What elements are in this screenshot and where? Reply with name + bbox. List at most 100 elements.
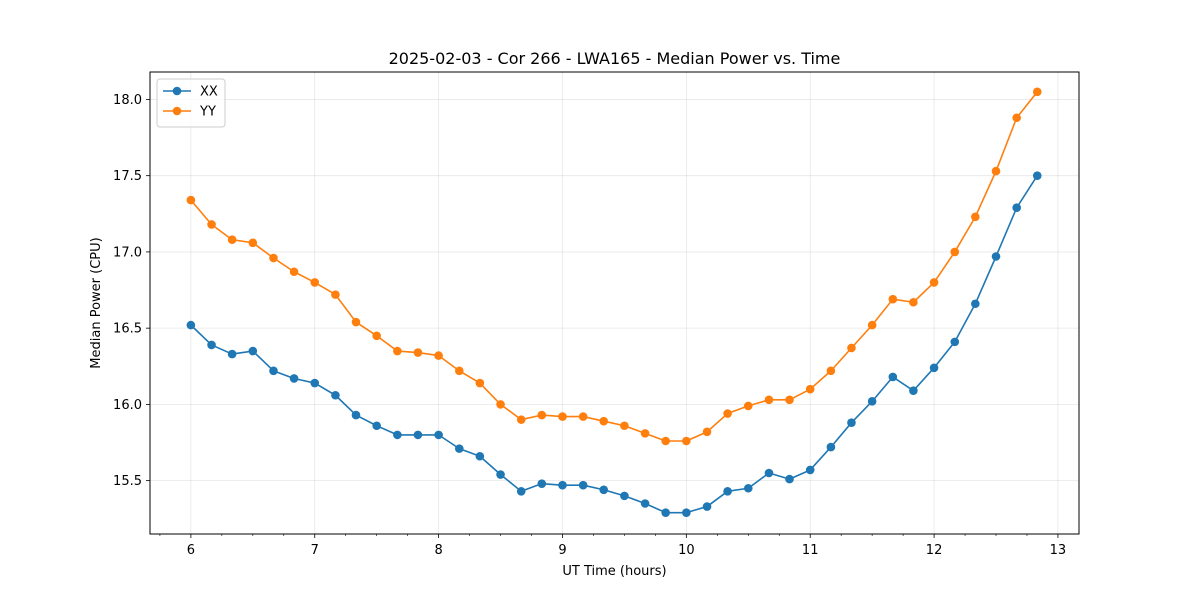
data-point-xx (743, 483, 753, 493)
data-point-yy (496, 400, 505, 409)
data-point-xx (413, 430, 423, 440)
legend-marker-yy (172, 106, 182, 116)
data-point-yy (991, 166, 1001, 176)
y-tick-label: 16.0 (113, 398, 142, 413)
data-point-yy (785, 395, 794, 405)
data-point-xx (516, 487, 526, 496)
data-point-yy (723, 409, 732, 418)
data-point-xx (248, 346, 258, 356)
data-point-yy (764, 395, 774, 405)
x-axis-label: UT Time (hours) (562, 564, 666, 579)
x-tick-label: 7 (311, 543, 319, 558)
data-point-yy (537, 410, 547, 420)
data-point-xx (826, 442, 836, 452)
data-point-xx (351, 410, 361, 420)
data-point-xx (723, 487, 732, 496)
data-point-xx (661, 508, 670, 517)
data-point-xx (475, 451, 485, 461)
y-axis-label: Median Power (CPU) (89, 237, 104, 368)
y-tick-label: 15.5 (113, 474, 142, 489)
data-point-xx (434, 430, 443, 440)
x-tick-label: 10 (678, 543, 695, 558)
data-point-xx (640, 499, 650, 508)
data-point-xx (393, 430, 402, 440)
data-point-yy (620, 421, 629, 431)
data-point-yy (289, 267, 299, 277)
data-point-yy (867, 320, 877, 330)
data-point-yy (909, 297, 918, 307)
data-point-yy (826, 366, 836, 376)
data-point-yy (248, 238, 258, 248)
data-point-xx (331, 390, 340, 400)
y-tick-label: 16.5 (113, 322, 142, 337)
grid-lines (150, 72, 1079, 534)
data-point-xx (888, 372, 898, 382)
x-tick-label: 11 (802, 543, 819, 558)
x-tick-label: 13 (1050, 543, 1067, 558)
x-tick-label: 8 (434, 543, 442, 558)
data-point-yy (393, 346, 402, 356)
data-point-yy (207, 220, 216, 229)
data-point-yy (558, 412, 567, 421)
data-point-yy (702, 427, 712, 437)
data-point-xx (764, 468, 774, 478)
data-point-yy (310, 278, 320, 287)
data-point-xx (454, 444, 464, 453)
data-point-yy (475, 378, 485, 388)
data-point-xx (971, 299, 980, 309)
data-point-yy (847, 343, 856, 353)
data-point-xx (909, 386, 918, 395)
data-point-yy (434, 351, 443, 360)
data-point-xx (269, 366, 278, 376)
data-point-yy (682, 436, 691, 446)
data-point-xx (805, 465, 815, 475)
axes: 6 7 8 9 10 11 12 13 15.5 16.0 16.5 17.0 17.5 18.0 (113, 71, 1080, 558)
data-point-yy (186, 195, 196, 205)
data-point-xx (620, 491, 629, 501)
legend-label-xx: XX (200, 85, 218, 100)
data-point-yy (269, 253, 278, 263)
data-point-xx (310, 378, 320, 388)
x-tick-label: 9 (558, 543, 566, 558)
data-point-xx (991, 252, 1001, 261)
y-tick-label: 17.5 (113, 169, 142, 184)
data-point-xx (578, 480, 588, 490)
data-point-yy (1012, 113, 1021, 123)
data-point-xx (847, 418, 856, 427)
x-tick-label: 12 (926, 543, 943, 558)
y-tick-label: 17.0 (113, 245, 142, 260)
data-point-xx (207, 340, 216, 350)
data-point-xx (950, 337, 960, 347)
data-point-xx (702, 502, 712, 511)
legend-label-yy: YY (199, 105, 216, 120)
data-point-yy (888, 294, 898, 304)
axes-frame (149, 71, 1080, 535)
data-point-yy (351, 317, 361, 327)
legend: XX YY (156, 78, 226, 128)
data-point-xx (186, 320, 196, 330)
plot-area (150, 72, 1079, 534)
data-point-xx (1012, 203, 1021, 213)
data-point-xx (867, 397, 877, 406)
data-point-yy (413, 348, 423, 357)
data-point-xx (599, 485, 609, 495)
legend-marker-xx (172, 86, 182, 96)
data-point-yy (640, 429, 650, 438)
data-point-xx (682, 508, 691, 517)
chart-title: 2025-02-03 - Cor 266 - LWA165 - Median P… (389, 49, 841, 68)
data-point-xx (537, 479, 547, 488)
data-point-xx (496, 470, 505, 479)
data-point-xx (227, 349, 237, 359)
data-point-xx (785, 474, 794, 484)
data-point-yy (805, 384, 815, 394)
x-tick-label: 6 (187, 543, 195, 558)
data-point-yy (971, 212, 980, 222)
data-point-yy (372, 331, 381, 341)
data-point-yy (454, 366, 464, 376)
data-point-xx (372, 421, 381, 431)
data-point-xx (929, 363, 939, 373)
data-point-xx (558, 480, 567, 490)
data-point-yy (929, 278, 939, 287)
y-tick-label: 18.0 (113, 93, 142, 108)
data-point-yy (661, 436, 670, 446)
